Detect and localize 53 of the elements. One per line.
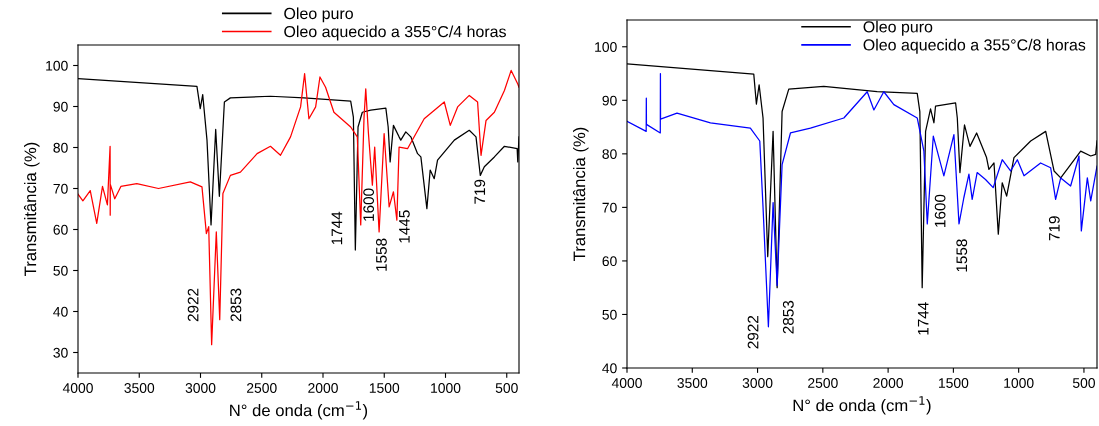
x-tick-label: 1000 <box>431 383 461 393</box>
y-tick-label: 80 <box>602 149 617 160</box>
line-series <box>78 69 519 346</box>
y-tick-label: 90 <box>602 95 617 106</box>
y-tick-label: 70 <box>53 183 68 194</box>
annotation: 719 <box>474 179 486 204</box>
x-tick-label: 2000 <box>873 378 904 388</box>
annotation: 2922 <box>747 315 759 349</box>
x-tick-label: 2500 <box>808 378 838 388</box>
annotation: 1600 <box>934 194 946 227</box>
annotation: 1445 <box>399 210 410 243</box>
legend-label: Oleo aquecido a 355°C/8 horas <box>863 38 1086 54</box>
x-axis-title: N° de onda (cm$^{−1}$) <box>793 396 931 415</box>
x-tick-label: 3500 <box>124 383 155 393</box>
x-tick-label: 2500 <box>247 383 277 393</box>
y-tick-label: 70 <box>602 202 617 213</box>
x-tick-label: 1500 <box>369 383 400 393</box>
y-tick-label: 90 <box>53 101 68 112</box>
y-tick-label: 100 <box>46 60 68 71</box>
annotation: 1600 <box>363 188 375 221</box>
y-tick-label: 80 <box>53 142 68 153</box>
y-tick-label: 60 <box>602 256 617 267</box>
y-tick-label: 50 <box>53 265 68 276</box>
x-tick-label: 4000 <box>611 378 642 388</box>
legend-label: Oleo puro <box>284 7 353 23</box>
x-tick-label: 2000 <box>308 383 338 393</box>
legend-label: Oleo puro <box>863 20 933 36</box>
annotation: 1558 <box>376 238 387 271</box>
x-tick-label: 500 <box>1072 378 1095 388</box>
annotation: 1744 <box>917 302 929 335</box>
x-axis-title: N° de onda (cm$^{−1}$) <box>230 401 368 420</box>
x-tick-label: 3500 <box>677 378 708 388</box>
x-tick-label: 1500 <box>939 378 969 388</box>
y-tick-label: 50 <box>602 309 617 320</box>
y-tick-label: 40 <box>602 363 617 374</box>
x-tick-label: 3000 <box>742 378 773 388</box>
annotation: 719 <box>1048 216 1060 241</box>
y-tick-label: 40 <box>53 306 68 317</box>
annotation: 2853 <box>782 300 794 334</box>
annotation: 2922 <box>187 288 199 322</box>
y-tick-label: 60 <box>53 224 68 235</box>
annotation: 1744 <box>331 211 343 245</box>
x-tick-label: 1000 <box>1004 378 1034 388</box>
x-tick-label: 3000 <box>185 383 216 393</box>
x-tick-label: 500 <box>495 383 518 393</box>
legend-label: Oleo aquecido a 355°C/4 horas <box>284 25 506 41</box>
y-axis-title: Transmitância (%) <box>23 142 40 276</box>
y-tick-label: 30 <box>53 347 68 358</box>
annotation: 1558 <box>956 239 968 272</box>
x-tick-label: 4000 <box>62 383 93 393</box>
annotation: 2853 <box>230 288 242 322</box>
y-tick-label: 100 <box>595 42 617 52</box>
y-axis-title: Transmitância (%) <box>572 127 589 261</box>
